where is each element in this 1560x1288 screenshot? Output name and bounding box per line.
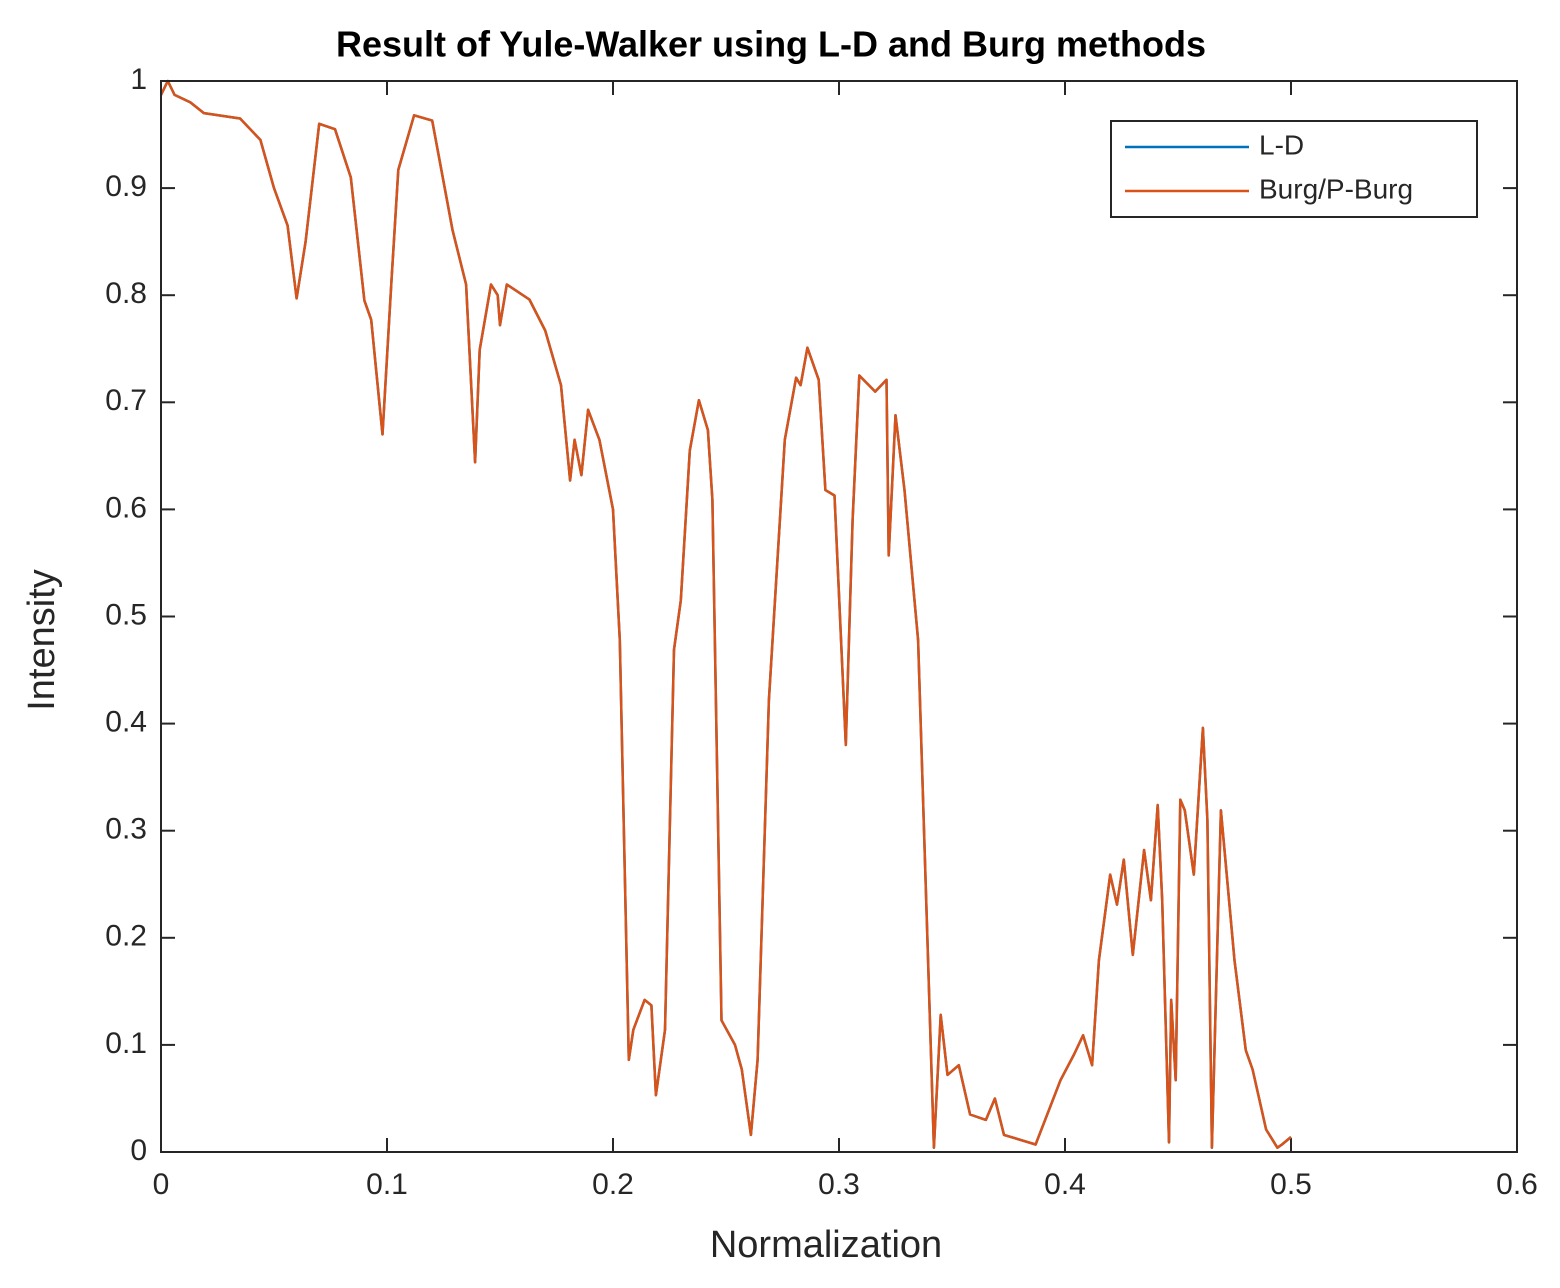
y-tick-label: 0.2 bbox=[105, 920, 147, 953]
x-tick-label: 0 bbox=[153, 1168, 170, 1201]
x-tick-label: 0.1 bbox=[366, 1168, 408, 1201]
line-series bbox=[159, 79, 1292, 1149]
y-tick-label: 0.1 bbox=[105, 1027, 147, 1060]
x-tick-label: 0.2 bbox=[592, 1168, 634, 1201]
y-tick-label: 0.5 bbox=[105, 598, 147, 631]
x-axis-label: Normalization bbox=[710, 1224, 942, 1266]
legend-label: Burg/P-Burg bbox=[1259, 173, 1413, 204]
legend-box bbox=[1110, 120, 1478, 218]
x-tick-label: 0.6 bbox=[1496, 1168, 1538, 1201]
y-tick-label: 1 bbox=[130, 63, 147, 96]
y-tick-label: 0.6 bbox=[105, 491, 147, 524]
y-tick-label: 0.9 bbox=[105, 170, 147, 203]
chart-title: Result of Yule-Walker using L-D and Burg… bbox=[336, 24, 1206, 65]
axes-box bbox=[160, 80, 1518, 1153]
x-tick-label: 0.3 bbox=[818, 1168, 860, 1201]
y-tick-label: 0.4 bbox=[105, 706, 147, 739]
y-tick-label: 0.3 bbox=[105, 813, 147, 846]
x-tick-label: 0.5 bbox=[1270, 1168, 1312, 1201]
legend-label: L-D bbox=[1259, 129, 1304, 160]
x-tick-label: 0.4 bbox=[1044, 1168, 1086, 1201]
y-axis-label: Intensity bbox=[21, 569, 63, 711]
y-tick-label: 0.7 bbox=[105, 384, 147, 417]
y-tick-label: 0 bbox=[130, 1134, 147, 1167]
y-tick-label: 0.8 bbox=[105, 277, 147, 310]
